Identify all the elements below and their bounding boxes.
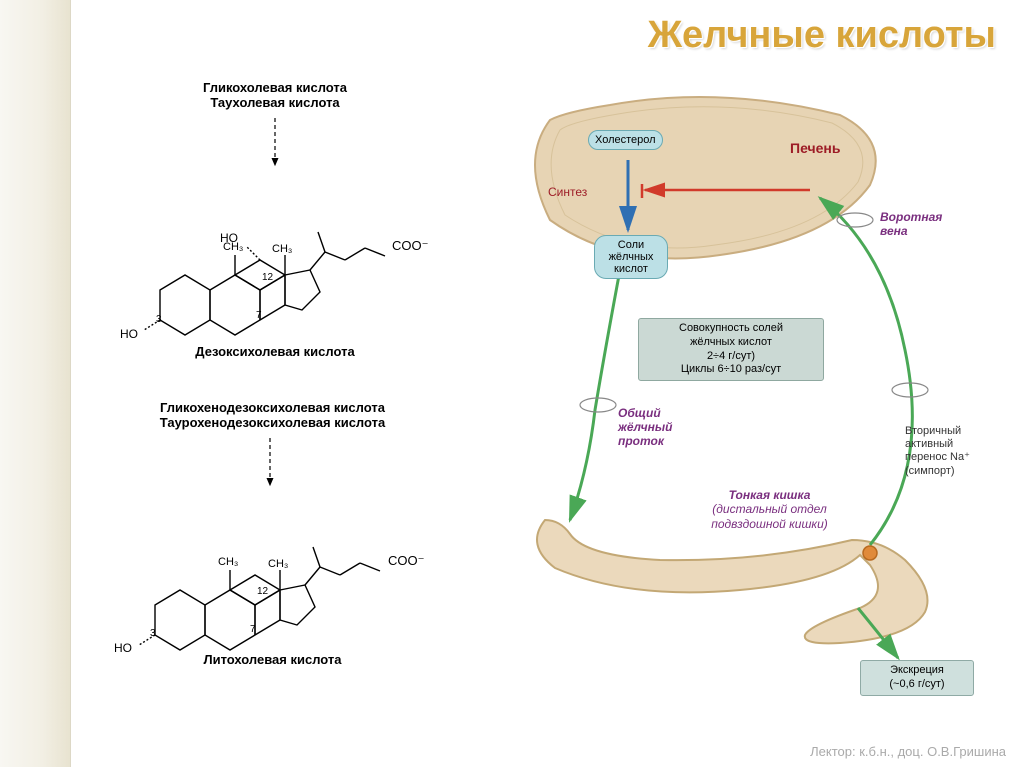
- liver-label: Печень: [790, 140, 840, 156]
- pool-l4: Циклы 6÷10 раз/сут: [645, 363, 817, 377]
- mol1-n3: 3: [156, 314, 162, 325]
- salts-node: Соли жёлчных кислот: [594, 235, 668, 279]
- excretion-box: Экскреция (~0,6 г/сут): [860, 660, 974, 696]
- molecule-block-1: Гликохолевая кислота Таухолевая кислота: [120, 80, 430, 359]
- mol1-structure: COO⁻ CH₃ CH₃ HO HO 3 7 12: [120, 110, 430, 350]
- pool-l1: Совокупность солей: [645, 322, 817, 336]
- mol1-header2: Таухолевая кислота: [120, 95, 430, 110]
- portal-vein-label: Воротная вена: [880, 210, 970, 238]
- decorative-sidebar: [0, 0, 71, 767]
- mol2-header1: Гликохенодезоксихолевая кислота: [100, 400, 445, 415]
- mol1-n7: 7: [256, 310, 262, 321]
- transport-label: Вторичный активный перенос Na⁺ (симпорт): [905, 425, 1005, 478]
- molecule-block-2: Гликохенодезоксихолевая кислота Таурохен…: [100, 400, 445, 667]
- mol2-caption: Литохолевая кислота: [100, 652, 445, 667]
- mol2-ch3b: CH₃: [268, 558, 288, 570]
- common-duct-label: Общий жёлчный проток: [618, 406, 698, 448]
- pool-box: Совокупность солей жёлчных кислот 2÷4 г/…: [638, 318, 824, 381]
- mol1-caption: Дезоксихолевая кислота: [120, 344, 430, 359]
- mol2-ho: HO: [114, 641, 132, 655]
- ileum-label: Тонкая кишка (дистальный отдел подвздошн…: [682, 488, 857, 531]
- lecturer-footer: Лектор: к.б.н., доц. О.В.Гришина: [810, 744, 1006, 759]
- slide-title: Желчные кислоты: [648, 14, 996, 57]
- mol2-header2: Таурохенодезоксихолевая кислота: [100, 415, 445, 430]
- cholesterol-node: Холестерол: [588, 130, 663, 150]
- mol1-ho1: HO: [220, 231, 238, 245]
- mol1-header1: Гликохолевая кислота: [120, 80, 430, 95]
- mol1-ch3b: CH₃: [272, 243, 292, 255]
- mol1-coo: COO⁻: [392, 238, 428, 253]
- pool-l2: жёлчных кислот: [645, 336, 817, 350]
- mol2-n12: 12: [257, 586, 269, 597]
- mol1-ho2: HO: [120, 327, 138, 341]
- mol2-n3: 3: [150, 628, 156, 639]
- pool-l3: 2÷4 г/сут): [645, 350, 817, 364]
- mol2-ch3a: CH₃: [218, 556, 238, 568]
- mol1-n12: 12: [262, 272, 274, 283]
- mol2-structure: COO⁻ CH₃ CH₃ HO 3 7 12: [100, 430, 440, 660]
- diagram-svg: [510, 90, 1010, 710]
- mol2-n7: 7: [250, 624, 256, 635]
- synthesis-label: Синтез: [548, 185, 587, 199]
- mol2-coo: COO⁻: [388, 553, 424, 568]
- enterohepatic-diagram: Холестерол Печень Синтез Соли жёлчных ки…: [510, 90, 1010, 710]
